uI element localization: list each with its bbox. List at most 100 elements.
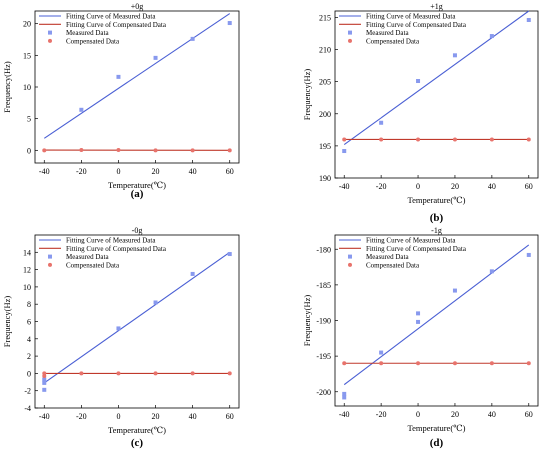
x-tick-label: -20 xyxy=(76,167,87,176)
x-tick-label: 20 xyxy=(152,167,160,176)
fit-line xyxy=(43,13,231,139)
legend-label: Compensated Data xyxy=(366,261,420,269)
y-axis-label: Frequency(Hz) xyxy=(2,296,12,348)
legend-label: Fitting Curve of Compensated Data xyxy=(66,245,167,253)
panel-c: -0g-40 -20 0 20 40 60-4-202468101214Temperatu… xyxy=(2,226,240,449)
x-axis-label: Temperature(℃) xyxy=(108,425,166,435)
y-tick-label: 5 xyxy=(27,115,31,124)
compensated-point xyxy=(489,137,494,142)
measured-point xyxy=(42,387,47,392)
legend-label: Fitting Curve of Measured Data xyxy=(366,13,456,21)
measured-point xyxy=(489,269,494,274)
compensated-point xyxy=(526,361,531,366)
x-tick-label: 20 xyxy=(451,182,459,191)
legend-label: Measured Data xyxy=(366,29,409,37)
legend-label: Fitting Curve of Measured Data xyxy=(66,237,156,245)
measured-point xyxy=(452,53,457,58)
x-tick-label: 60 xyxy=(226,167,234,176)
y-tick-label: 10 xyxy=(23,283,31,292)
x-axis-label: Temperature(℃) xyxy=(108,180,166,190)
x-tick-label: -40 xyxy=(39,412,50,421)
measured-point xyxy=(416,311,421,316)
legend-label: Measured Data xyxy=(366,253,409,261)
compensated-point xyxy=(153,148,158,153)
x-tick-label: -20 xyxy=(376,182,387,191)
legend-label: Compensated Data xyxy=(66,37,120,45)
measured-point xyxy=(190,271,195,276)
compensated-point xyxy=(227,371,232,376)
fit-line xyxy=(343,10,530,146)
x-tick-label: 0 xyxy=(416,410,420,419)
compensated-point xyxy=(416,137,421,142)
x-tick-label: 40 xyxy=(488,182,496,191)
measured-point xyxy=(116,74,121,79)
y-tick-label: 205 xyxy=(319,78,331,87)
y-tick-label: -180 xyxy=(316,245,331,254)
y-tick-label: 200 xyxy=(319,110,331,119)
y-tick-label: 14 xyxy=(23,248,31,257)
measured-point xyxy=(489,34,494,39)
x-tick-label: 20 xyxy=(451,410,459,419)
compensated-point xyxy=(153,371,158,376)
measured-point xyxy=(526,252,531,257)
y-tick-label: 20 xyxy=(23,20,31,29)
compensated-point xyxy=(526,137,531,142)
y-tick-label: 0 xyxy=(27,369,31,378)
measured-point xyxy=(416,79,421,84)
compensated-point xyxy=(42,373,47,378)
y-tick-label: -195 xyxy=(316,352,331,361)
compensated-point xyxy=(116,148,121,153)
y-tick-label: -2 xyxy=(24,387,31,396)
y-tick-label: 4 xyxy=(27,335,31,344)
x-tick-label: -40 xyxy=(339,182,350,191)
legend-label: Fitting Curve of Compensated Data xyxy=(366,21,467,29)
measured-point xyxy=(153,55,158,60)
y-tick-label: 10 xyxy=(23,83,31,92)
x-tick-label: 60 xyxy=(525,182,533,191)
chart-title: +0g xyxy=(131,2,144,11)
legend-marker xyxy=(48,262,52,267)
legend-marker xyxy=(348,38,352,43)
y-tick-label: 210 xyxy=(319,46,331,55)
legend-label: Fitting Curve of Compensated Data xyxy=(366,245,467,253)
measured-point xyxy=(116,326,121,331)
panel-b: +1g -40 -20 0 20 40 60 190 195 200 205 210 215 Temper… xyxy=(302,2,539,224)
chart-title: -1g xyxy=(431,226,442,235)
x-axis-label: Temperature(℃) xyxy=(408,423,466,433)
chart-title: -0g xyxy=(132,226,143,235)
panel-d: -1g-40 -20 0 20 40 60-200-195-190-185-180Temp… xyxy=(302,226,539,449)
x-tick-label: 0 xyxy=(116,167,120,176)
measured-point xyxy=(79,107,84,112)
y-tick-label: 12 xyxy=(23,266,31,275)
panel-label: (c) xyxy=(131,437,144,449)
measured-point xyxy=(42,380,47,385)
compensated-point xyxy=(342,137,347,142)
legend-marker xyxy=(348,262,352,267)
compensated-point xyxy=(227,148,232,153)
x-tick-label: 60 xyxy=(226,412,234,421)
compensated-point xyxy=(452,137,457,142)
y-axis-label: Frequency(Hz) xyxy=(302,69,312,121)
y-axis-label: Frequency(Hz) xyxy=(2,61,12,113)
legend-label: Compensated Data xyxy=(366,37,420,45)
legend-label: Measured Data xyxy=(66,253,109,261)
panel-label: (b) xyxy=(430,212,444,224)
compensated-point xyxy=(42,148,47,153)
fit-line xyxy=(343,244,530,386)
measured-point xyxy=(342,395,347,400)
panel-a: +0g -40 -20 0 20 40 60 0 5 10 15 20 Temperature(℃) Fr… xyxy=(2,2,240,200)
legend-label: Fitting Curve of Measured Data xyxy=(366,237,456,245)
measured-point xyxy=(416,319,421,324)
legend-marker xyxy=(348,254,352,259)
compensated-point xyxy=(190,371,195,376)
measured-point xyxy=(227,252,232,257)
legend-label: Fitting Curve of Measured Data xyxy=(66,13,156,21)
compensated-point xyxy=(116,371,121,376)
compensated-point xyxy=(489,361,494,366)
legend-marker xyxy=(48,38,52,43)
measured-point xyxy=(153,300,158,305)
legend-label: Fitting Curve of Compensated Data xyxy=(66,21,167,29)
y-tick-label: 6 xyxy=(27,318,31,327)
fit-line xyxy=(43,251,231,384)
